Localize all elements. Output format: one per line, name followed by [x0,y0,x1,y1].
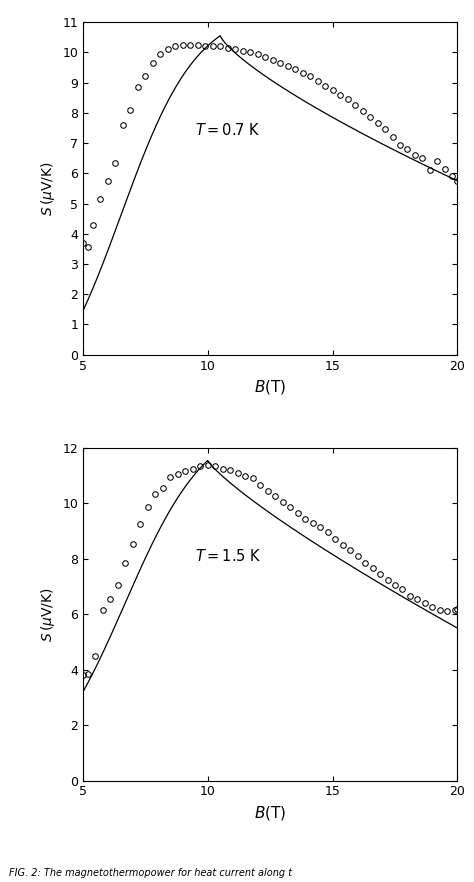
Y-axis label: $S\,(\mu$V/K): $S\,(\mu$V/K) [39,161,57,216]
Text: $T = 0.7$ K: $T = 0.7$ K [195,123,261,138]
X-axis label: $B$(T): $B$(T) [254,378,286,396]
Text: $T = 1.5$ K: $T = 1.5$ K [195,548,262,564]
X-axis label: $B$(T): $B$(T) [254,804,286,822]
Y-axis label: $S\,(\mu$V/K): $S\,(\mu$V/K) [39,587,57,641]
Text: FIG. 2: The magnetothermopower for heat current along t: FIG. 2: The magnetothermopower for heat … [9,868,292,878]
